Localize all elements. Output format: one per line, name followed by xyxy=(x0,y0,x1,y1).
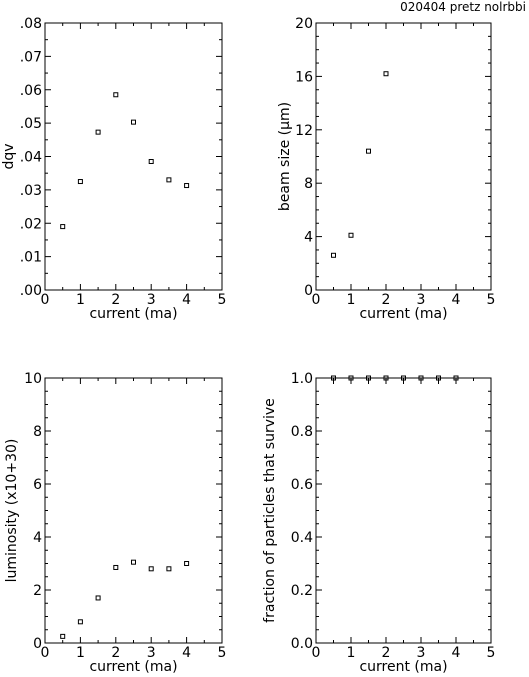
x-tick-label: 2 xyxy=(382,292,391,308)
chart-dqv-vs-current: 0 1 2 3 4 5 .00 .01 .02 .03 .04 .05 .06 .07 .08 current… xyxy=(1,16,226,322)
x-axis-label: current (ma) xyxy=(359,306,447,322)
y-axis-label: fraction of particles that survive xyxy=(262,398,278,623)
y-tick-label: .07 xyxy=(20,49,42,65)
y-tick-label: 0 xyxy=(33,636,42,652)
x-axis-label: current (ma) xyxy=(359,659,447,675)
data-point xyxy=(148,159,154,165)
y-tick-label: .06 xyxy=(20,83,42,99)
chart-luminosity-vs-current: 0 1 2 3 4 5 0 2 4 6 8 10 current (ma) luminosity (x10… xyxy=(4,371,226,675)
y-axis-label: dqv xyxy=(1,143,17,169)
data-point xyxy=(131,559,136,565)
data-point xyxy=(383,71,389,77)
y-tick-label: 1.0 xyxy=(291,371,313,387)
x-tick-label: 5 xyxy=(487,645,496,661)
data-point xyxy=(95,595,101,601)
x-tick-label: 5 xyxy=(487,292,496,308)
y-tick-label: .05 xyxy=(20,116,42,132)
data-point xyxy=(366,148,371,154)
data-point xyxy=(60,633,66,639)
data-point xyxy=(95,129,101,135)
data-point xyxy=(184,183,190,189)
plot-frame xyxy=(315,22,492,291)
y-tick-label: 0.4 xyxy=(291,530,313,546)
y-axis-label: beam size (μm) xyxy=(277,102,293,211)
data-point xyxy=(113,92,119,98)
plot-frame xyxy=(44,377,223,644)
y-tick-label: 0 xyxy=(304,283,313,299)
y-tick-label: 8 xyxy=(33,424,42,440)
data-point xyxy=(60,224,66,230)
data-point xyxy=(184,561,190,566)
plot-frame xyxy=(315,377,492,644)
x-tick-label: 1 xyxy=(347,292,356,308)
x-tick-label: 2 xyxy=(111,292,120,308)
x-tick-label: 3 xyxy=(147,645,156,661)
y-tick-label: 10 xyxy=(24,371,42,387)
data-point xyxy=(113,564,119,570)
x-tick-label: 1 xyxy=(347,645,356,661)
y-tick-label: 4 xyxy=(33,530,42,546)
y-tick-label: .04 xyxy=(20,150,42,166)
y-tick-label: 8 xyxy=(304,176,313,192)
data-point xyxy=(331,252,336,258)
data-point xyxy=(148,566,154,572)
x-tick-label: 0 xyxy=(312,292,321,308)
x-tick-label: 3 xyxy=(147,292,156,308)
x-tick-label: 1 xyxy=(76,645,85,661)
x-tick-label: 3 xyxy=(417,292,426,308)
y-tick-label: .02 xyxy=(20,216,42,232)
y-tick-label: 0.6 xyxy=(291,477,313,493)
y-tick-label: 6 xyxy=(33,477,42,493)
chart-survival-fraction-vs-current: 0 1 2 3 4 5 0.0 0.2 0.4 0.6 0.8 1.0 current (ma) frac… xyxy=(262,371,495,675)
x-tick-label: 0 xyxy=(312,645,321,661)
x-axis-label: current (ma) xyxy=(89,306,177,322)
data-point xyxy=(77,619,83,625)
x-tick-label: 4 xyxy=(452,645,461,661)
y-tick-label: 12 xyxy=(295,123,313,139)
x-tick-label: 2 xyxy=(382,645,391,661)
data-point xyxy=(166,177,172,183)
x-axis-label: current (ma) xyxy=(89,659,177,675)
y-tick-label: 0.0 xyxy=(291,636,313,652)
y-tick-label: .08 xyxy=(20,16,42,32)
x-tick-label: 4 xyxy=(452,292,461,308)
y-tick-label: 20 xyxy=(295,16,313,32)
data-point xyxy=(131,119,136,125)
y-tick-label: 0.2 xyxy=(291,583,313,599)
y-tick-label: .01 xyxy=(20,250,42,266)
figure-header: 020404 pretz nolrbbi xyxy=(400,0,526,14)
data-point xyxy=(348,232,354,238)
x-tick-label: 0 xyxy=(41,292,50,308)
x-tick-label: 4 xyxy=(182,645,191,661)
data-point xyxy=(166,566,172,572)
x-tick-label: 4 xyxy=(182,292,191,308)
y-tick-label: .00 xyxy=(20,283,42,299)
y-axis-label: luminosity (x10+30) xyxy=(4,439,20,583)
y-tick-label: .03 xyxy=(20,183,42,199)
x-tick-label: 0 xyxy=(41,645,50,661)
plot-frame xyxy=(44,22,223,291)
x-tick-label: 2 xyxy=(111,645,120,661)
data-point xyxy=(77,179,83,185)
x-tick-label: 1 xyxy=(76,292,85,308)
y-tick-label: 16 xyxy=(295,69,313,85)
x-tick-label: 5 xyxy=(218,645,227,661)
y-tick-label: 2 xyxy=(33,583,42,599)
y-tick-label: 4 xyxy=(304,230,313,246)
y-tick-label: 0.8 xyxy=(291,424,313,440)
x-tick-label: 5 xyxy=(218,292,227,308)
x-tick-label: 3 xyxy=(417,645,426,661)
